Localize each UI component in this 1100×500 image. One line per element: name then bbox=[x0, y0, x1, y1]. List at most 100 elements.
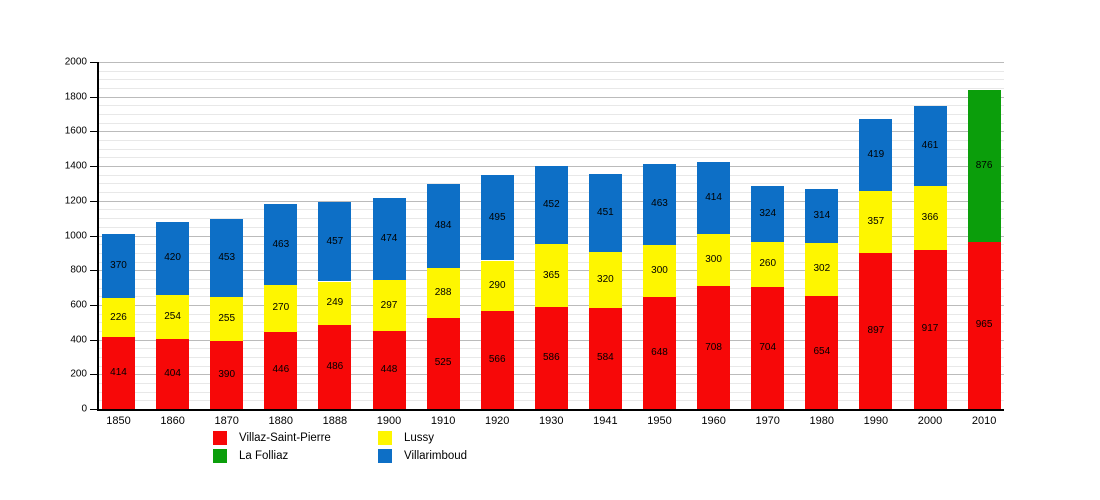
bar-value-label: 255 bbox=[218, 313, 236, 325]
bar-segment-villarimboud-1910: 484 bbox=[426, 183, 460, 268]
bar-segment-villarimboud-1850: 370 bbox=[102, 233, 135, 298]
bar-segment-villaz-saint-pierre-1850: 414 bbox=[102, 337, 135, 409]
bar-value-label: 300 bbox=[651, 264, 668, 276]
bar-segment-lussy-1970: 260 bbox=[751, 241, 785, 287]
x-axis-label-1920: 1920 bbox=[484, 415, 510, 427]
bar-segment-villaz-saint-pierre-1870: 390 bbox=[210, 341, 244, 409]
gridline-1750 bbox=[99, 105, 1004, 107]
legend-swatch-villaz-saint-pierre bbox=[213, 431, 227, 445]
plot-area: 0 200 400 600 800 1000 1200 1400 1600 1800 2000 414… bbox=[65, 57, 1004, 427]
bar-value-label: 370 bbox=[110, 259, 127, 271]
bar-value-label: 453 bbox=[218, 251, 236, 263]
bar-segment-lussy-1870: 255 bbox=[210, 297, 244, 342]
y-axis-tick-800 bbox=[90, 270, 97, 272]
legend-item-villarimboud: Villarimboud bbox=[378, 447, 467, 465]
y-axis-label-1400: 1400 bbox=[64, 160, 87, 172]
bar-value-label: 288 bbox=[434, 286, 452, 298]
bar-value-label: 290 bbox=[488, 279, 506, 291]
x-axis-label-2010: 2010 bbox=[971, 415, 997, 427]
x-axis-label-1950: 1950 bbox=[647, 415, 672, 427]
bar-value-label: 414 bbox=[110, 367, 127, 379]
legend-label-villaz-saint-pierre: Villaz-Saint-Pierre bbox=[239, 432, 331, 444]
bar-value-label: 495 bbox=[488, 211, 506, 223]
bar-segment-lussy-1888: 249 bbox=[318, 281, 352, 325]
bar-value-label: 390 bbox=[218, 369, 236, 381]
bar-value-label: 414 bbox=[705, 192, 722, 204]
bar-value-label: 461 bbox=[921, 140, 939, 152]
bar-value-label: 365 bbox=[542, 269, 560, 281]
legend-label-villarimboud: Villarimboud bbox=[404, 450, 468, 462]
bar-segment-villarimboud-1990: 419 bbox=[859, 118, 893, 192]
bar-value-label: 486 bbox=[326, 360, 344, 372]
bar-value-label: 457 bbox=[326, 235, 344, 247]
bar-value-label: 965 bbox=[975, 319, 993, 331]
bar-value-label: 525 bbox=[434, 357, 452, 369]
x-axis-label-1860: 1860 bbox=[160, 415, 185, 427]
y-axis-label-0: 0 bbox=[81, 403, 87, 415]
bar-segment-lussy-1850: 226 bbox=[102, 297, 135, 338]
bar-value-label: 704 bbox=[759, 341, 777, 353]
y-axis-tick-0 bbox=[90, 409, 97, 410]
bar-segment-villaz-saint-pierre-1860: 404 bbox=[156, 338, 190, 409]
gridline-1900 bbox=[99, 79, 1004, 81]
y-axis-label-1000: 1000 bbox=[64, 230, 87, 241]
bar-segment-villarimboud-1920: 495 bbox=[480, 174, 514, 261]
bar-segment-villaz-saint-pierre-1990: 897 bbox=[859, 253, 893, 409]
gridline-2000 bbox=[99, 62, 1004, 63]
bar-segment-villaz-saint-pierre-1950: 648 bbox=[643, 296, 676, 409]
bar-value-label: 320 bbox=[597, 273, 614, 285]
x-axis-label-1970: 1970 bbox=[755, 415, 780, 427]
y-axis-tick-1800 bbox=[90, 96, 97, 98]
legend-label-lussy: Lussy bbox=[404, 432, 435, 444]
bar-value-label: 708 bbox=[705, 341, 722, 353]
bar-segment-villarimboud-1888: 457 bbox=[318, 202, 352, 282]
bar-segment-villarimboud-1980: 314 bbox=[805, 188, 839, 244]
bar-value-label: 226 bbox=[110, 311, 127, 323]
bar-segment-lussy-1860: 254 bbox=[156, 294, 190, 339]
bar-value-label: 474 bbox=[380, 232, 398, 244]
gridline-1600 bbox=[99, 131, 1004, 133]
bar-segment-lussy-1960: 300 bbox=[697, 234, 731, 287]
x-axis-label-1870: 1870 bbox=[214, 415, 239, 427]
y-axis-tick-1600 bbox=[90, 131, 97, 133]
y-axis-tick-600 bbox=[90, 304, 97, 306]
y-axis-tick-1400 bbox=[90, 166, 97, 168]
bar-segment-villaz-saint-pierre-1880: 446 bbox=[264, 331, 298, 409]
y-axis-label-800: 800 bbox=[70, 264, 87, 276]
legend: Villaz-Saint-Pierre Lussy La Folliaz Villar… bbox=[213, 429, 467, 465]
bar-segment-lussy-1910: 288 bbox=[426, 267, 460, 318]
bar-segment-lussy-1930: 365 bbox=[534, 244, 568, 308]
bar-value-label: 260 bbox=[759, 258, 777, 270]
bar-value-label: 297 bbox=[380, 299, 398, 311]
bar-value-label: 876 bbox=[975, 159, 993, 171]
legend-swatch-la-folliaz bbox=[213, 449, 227, 463]
legend-item-la-folliaz: La Folliaz bbox=[213, 447, 378, 465]
bar-value-label: 584 bbox=[597, 352, 614, 364]
y-axis-tick-200 bbox=[90, 374, 97, 376]
bar-segment-villaz-saint-pierre-1900: 448 bbox=[372, 331, 406, 409]
bar-segment-villarimboud-1870: 453 bbox=[210, 218, 244, 298]
legend-label-la-folliaz: La Folliaz bbox=[239, 450, 289, 462]
bar-value-label: 648 bbox=[651, 346, 668, 358]
bar-value-label: 420 bbox=[164, 252, 181, 264]
bar-segment-lussy-1950: 300 bbox=[643, 244, 676, 297]
bar-segment-villarimboud-1930: 452 bbox=[534, 165, 568, 245]
gridline-1650 bbox=[99, 122, 1004, 124]
gridline-1800 bbox=[99, 96, 1004, 98]
y-axis-tick-1200 bbox=[90, 200, 97, 202]
gridline-1700 bbox=[99, 114, 1004, 116]
bar-value-label: 654 bbox=[813, 346, 831, 358]
bar-segment-villaz-saint-pierre-1941: 584 bbox=[588, 307, 622, 409]
bar-segment-lussy-1880: 270 bbox=[264, 284, 298, 332]
bar-value-label: 366 bbox=[921, 212, 939, 224]
bar-segment-villarimboud-2000: 461 bbox=[913, 106, 947, 187]
y-axis-label-2000: 2000 bbox=[64, 56, 87, 68]
bar-segment-villaz-saint-pierre-1888: 486 bbox=[318, 324, 352, 409]
bar-value-label: 249 bbox=[326, 297, 344, 309]
y-axis-label-1600: 1600 bbox=[64, 125, 87, 137]
gridline-1450 bbox=[99, 157, 1004, 159]
gridline-1550 bbox=[99, 140, 1004, 142]
legend-swatch-villarimboud bbox=[378, 449, 392, 463]
bar-value-label: 270 bbox=[272, 302, 290, 314]
